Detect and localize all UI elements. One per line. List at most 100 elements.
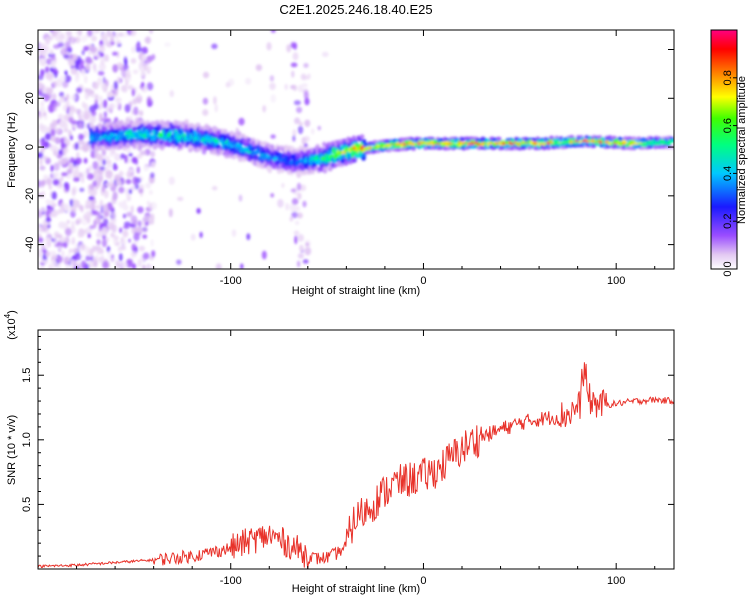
spectrogram-noise-cell xyxy=(130,205,134,214)
spectrogram-noise-cell xyxy=(80,253,85,259)
spectrogram-noise-cell xyxy=(97,70,105,76)
spectrogram-noise-cell xyxy=(262,105,267,113)
spectrogram-noise-cell xyxy=(107,222,114,230)
spectrogram-noise-cell xyxy=(301,136,307,146)
spectrogram-noise-cell xyxy=(119,227,123,234)
spectrogram-noise-cell xyxy=(71,94,77,101)
spectrogram-noise-cell xyxy=(145,36,151,44)
spectrogram-noise-cell xyxy=(150,151,156,158)
spectrogram-noise-cell xyxy=(131,243,136,252)
spectrogram-noise-cell xyxy=(142,227,148,233)
spectrogram-noise-cell xyxy=(104,190,109,199)
spectrogram-noise-cell xyxy=(87,210,92,219)
spectrogram-noise-cell xyxy=(77,139,85,145)
spectrogram-noise-cell xyxy=(269,82,276,91)
spectrogram-noise-cell xyxy=(101,238,107,248)
colorbar-tick-label: 0.4 xyxy=(722,166,734,181)
spectrogram-ridge-cell xyxy=(119,120,124,125)
spectrogram-noise-cell xyxy=(126,211,133,218)
spectrogram-ridge-cell xyxy=(341,153,346,159)
spectrogram-noise-cell xyxy=(294,220,300,225)
spectrogram-noise-cell xyxy=(60,149,64,157)
spectrogram-noise-cell xyxy=(39,69,45,76)
spectrogram-frame xyxy=(37,29,675,270)
spectrogram-noise-cell xyxy=(108,102,116,110)
spectrogram-noise-cell xyxy=(118,186,125,194)
spectrogram-noise-cell xyxy=(45,217,52,223)
spectrogram-noise-cell xyxy=(54,128,61,133)
spectrogram-noise-cell xyxy=(75,253,82,261)
spectrogram-noise-cell xyxy=(131,263,137,269)
spectrogram-noise-cell xyxy=(131,46,136,54)
spectrogram-noise-cell xyxy=(91,30,96,34)
spectrogram-noise-cell xyxy=(58,237,66,244)
colorbar-gradient xyxy=(711,30,737,269)
spectrogram-noise-cell xyxy=(93,210,98,216)
spectrogram-ridge-cell xyxy=(533,141,538,145)
spectrogram-noise-cell xyxy=(38,179,42,188)
spectrogram-noise-cell xyxy=(42,248,47,254)
spectrogram-noise-cell xyxy=(80,205,84,213)
snr-x-tick-label: -100 xyxy=(220,575,242,587)
spectrogram-noise-cell xyxy=(42,253,47,261)
spectrogram-noise-cell xyxy=(53,71,58,79)
spectrogram-noise-cell xyxy=(86,173,94,180)
spectrogram-noise-cell xyxy=(125,117,130,124)
snr-scale-suffix: ) xyxy=(6,310,18,314)
spectrogram-noise-cell xyxy=(76,87,83,93)
spectrogram-noise-cell xyxy=(294,235,298,245)
spectrogram-noise-cell xyxy=(128,188,132,195)
spectrogram-noise-cell xyxy=(135,46,143,53)
spectrogram-noise-cell xyxy=(301,83,308,88)
spectrogram-noise-cell xyxy=(85,255,91,262)
spectrogram-noise-cell xyxy=(50,128,56,137)
spectrogram-noise-cell xyxy=(91,35,97,42)
spectrogram-noise-cell xyxy=(297,125,304,135)
spectrogram-noise-cell xyxy=(289,216,293,222)
spectrogram-noise-cell xyxy=(116,62,124,68)
spectrogram-y-axis-label: Frequency (Hz) xyxy=(6,112,18,188)
spectrogram-noise-cell xyxy=(71,107,79,113)
spectrogram-noise-cell xyxy=(45,199,51,205)
spectrogram-noise-cell xyxy=(110,41,115,46)
spectrogram-noise-cell xyxy=(91,209,95,216)
spectrogram-ridge-cell xyxy=(396,148,401,152)
spectrogram-noise-cell xyxy=(78,122,83,130)
spectrogram-noise-cell xyxy=(74,124,78,129)
spectrogram-noise-cell xyxy=(214,104,218,113)
spectrogram-noise-cell xyxy=(126,171,131,178)
spectrogram-noise-cell xyxy=(114,97,122,103)
spectrogram-noise-cell xyxy=(77,231,82,238)
spectrogram-noise-cell xyxy=(150,172,155,179)
spectrogram-noise-cell xyxy=(98,44,106,53)
spectrogram-ridge-cell xyxy=(332,163,338,169)
snr-series-line xyxy=(38,362,674,569)
snr-x-axis-label: Height of straight line (km) xyxy=(292,583,420,595)
spectrogram-noise-cell xyxy=(49,30,54,33)
spectrogram-noise-cell xyxy=(74,243,79,249)
spectrogram-noise-cell xyxy=(116,180,122,186)
spectrogram-noise-cell xyxy=(305,242,310,247)
spectrogram-noise-cell xyxy=(63,236,69,243)
spectrogram-noise-cell xyxy=(101,184,106,193)
spectrogram-noise-cell xyxy=(126,194,132,202)
spectrogram-noise-cell xyxy=(50,200,55,206)
spectrogram-ridge-cell xyxy=(612,144,617,149)
spectrogram-noise-cell xyxy=(93,258,98,268)
spectrogram-noise-cell xyxy=(99,95,103,102)
spectrogram-noise-cell xyxy=(294,117,301,125)
snr-x-ticks: -100 0 100 xyxy=(76,330,656,587)
spectrogram-noise-cell xyxy=(105,56,109,62)
spectrogram-noise-cell xyxy=(128,238,131,243)
spectrogram-noise-cell xyxy=(61,250,65,258)
spectrogram-noise-cell xyxy=(151,250,156,258)
spectrogram-noise-cell xyxy=(84,103,89,111)
spectrogram-noise-cell xyxy=(296,106,303,114)
spectrogram-noise-cell xyxy=(246,233,251,241)
spectrogram-noise-cell xyxy=(56,30,62,34)
spectrogram-noise-cell xyxy=(122,229,129,238)
spectrogram-noise-cell xyxy=(304,97,310,106)
spectrogram-noise-cell xyxy=(129,30,137,37)
spectrogram-noise-cell xyxy=(68,58,75,66)
spectrogram-noise-cell xyxy=(52,93,57,100)
